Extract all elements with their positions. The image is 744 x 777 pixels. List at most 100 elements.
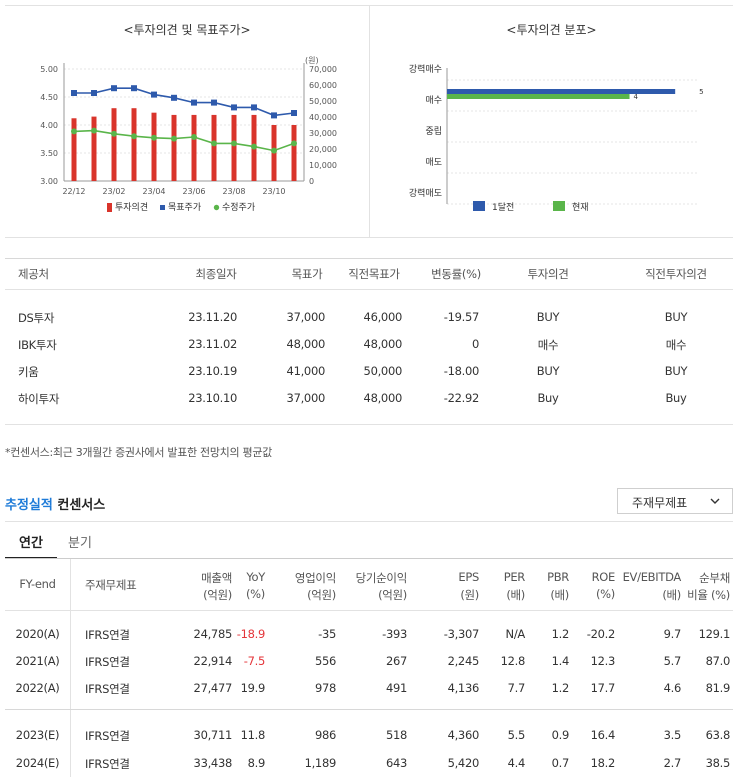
right-axis-unit: (원) [305, 56, 319, 65]
perf-table-cell: 1,189 [304, 756, 337, 770]
right-tick-label: 60,000 [309, 81, 337, 90]
perf-table-cell: IFRS연결 [85, 729, 130, 743]
opinion-table-cell: 37,000 [286, 391, 326, 405]
perf-table-cell: -3,307 [443, 627, 480, 641]
perf-table-cell: 0.7 [551, 756, 570, 770]
perf-table-cell: IFRS연결 [85, 655, 130, 669]
opinion-bar [151, 112, 157, 181]
opinion-table-cell: BUY [536, 310, 560, 324]
statement-dropdown[interactable]: 주재무제표 [617, 488, 733, 514]
distribution-chart-title: <투자의견 분포> [506, 23, 597, 37]
right-tick-label: 10,000 [309, 161, 337, 170]
opinion-table-cell: -19.57 [443, 310, 480, 324]
perf-table-header: 주재무제표 [85, 578, 137, 592]
perf-table-cell: 978 [314, 681, 336, 695]
opinion-bar [171, 114, 177, 181]
tab-quarterly[interactable]: 분기 [68, 536, 92, 551]
right-tick-label: 20,000 [309, 145, 337, 154]
opinion-bar [111, 108, 117, 181]
perf-table-cell: 5.7 [663, 654, 682, 668]
opinion-table-cell: 0 [471, 337, 479, 351]
opinion-bar [231, 114, 237, 181]
opinion-table-cell: 23.10.10 [188, 391, 237, 405]
perf-table-header: PBR [547, 570, 569, 584]
perf-table-cell: 556 [314, 654, 336, 668]
opinion-bar [291, 125, 297, 181]
opinion-table-cell: Buy [537, 391, 559, 405]
target-price-point [91, 90, 97, 96]
perf-table-cell: 8.9 [247, 756, 266, 770]
perf-table-cell: 81.9 [705, 681, 731, 695]
tab-annual[interactable]: 연간 [19, 536, 43, 551]
perf-table-header: FY-end [19, 577, 56, 591]
x-tick-label: 22/12 [62, 187, 85, 196]
adjusted-price-point [171, 135, 177, 142]
perf-table-cell: 5,420 [447, 756, 480, 770]
opinion-table-cell: 매수 [537, 338, 559, 352]
x-tick-label: 23/02 [102, 187, 125, 196]
left-tick-label: 3.00 [40, 177, 58, 186]
distribution-bar [447, 94, 630, 99]
perf-table-cell: 5.5 [507, 728, 526, 742]
category-label: 매수 [425, 95, 442, 106]
opinion-table-header: 제공처 [18, 267, 49, 281]
perf-table-cell: 518 [385, 728, 407, 742]
target-price-point [71, 90, 77, 96]
adjusted-price-point [231, 140, 237, 147]
distribution-bar [447, 89, 676, 94]
perf-table-cell: -20.2 [586, 627, 616, 641]
perf-table-cell: 2022(A) [15, 681, 60, 695]
legend-swatch [213, 204, 220, 211]
legend-label: 투자의견 [115, 201, 148, 213]
perf-table-cell: 2024(E) [15, 756, 60, 770]
perf-table-cell: 267 [385, 654, 407, 668]
perf-table-cell: 643 [385, 756, 407, 770]
perf-table-header-unit: (%) [245, 587, 265, 601]
section-title-rest: 컨센서스 [52, 498, 106, 513]
adjusted-price-point [191, 134, 197, 140]
perf-table-header: 순부채 [699, 571, 730, 585]
target-price-point [231, 104, 237, 111]
perf-table-header: 매출액 [201, 571, 232, 585]
opinion-table-header: 투자의견 [527, 267, 569, 281]
perf-table-header-unit: (배) [662, 588, 681, 602]
perf-table-cell: 87.0 [705, 654, 731, 668]
perf-table-cell: -35 [318, 627, 336, 641]
adjusted-price-point [251, 143, 257, 150]
perf-table-cell: -18.9 [236, 627, 266, 641]
perf-table-cell: IFRS연결 [85, 628, 130, 642]
perf-table-header: ROE [591, 570, 616, 584]
x-tick-label: 23/06 [182, 187, 205, 196]
opinion-table-cell: -22.92 [443, 391, 480, 405]
right-tick-label: 50,000 [309, 97, 337, 106]
perf-table-cell: 12.8 [500, 654, 526, 668]
perf-table-header: EPS [458, 570, 479, 584]
opinion-table-cell: 48,000 [363, 391, 403, 405]
perf-table-cell: 1.4 [551, 654, 570, 668]
perf-table-header-unit: (배) [550, 588, 569, 602]
opinion-table-cell: 하이투자 [18, 392, 60, 406]
adjusted-price-point [291, 140, 297, 147]
opinion-table-cell: BUY [664, 310, 688, 324]
perf-table-header: PER [503, 570, 526, 584]
perf-table-cell: 4,136 [447, 681, 480, 695]
bar-value-label: 5 [699, 88, 703, 96]
x-tick-label: 23/04 [142, 187, 165, 196]
perf-table-cell: 986 [314, 728, 336, 742]
opinion-table-cell: BUY [664, 364, 688, 378]
perf-table-cell: 38.5 [705, 756, 731, 770]
chevron-down-icon [710, 498, 720, 504]
right-tick-label: 30,000 [309, 129, 337, 138]
perf-table-cell: 11.8 [240, 728, 266, 742]
adjusted-price-point [271, 147, 277, 154]
target-price-point [191, 99, 197, 106]
adjusted-price-point [131, 133, 137, 140]
opinion-table-cell: 매수 [665, 338, 687, 352]
perf-table-cell: 3.5 [663, 728, 682, 742]
target-price-point [151, 91, 157, 98]
perf-table-cell: -7.5 [243, 654, 266, 668]
legend-swatch [473, 201, 485, 211]
perf-table-cell: 18.2 [590, 756, 616, 770]
adjusted-price-point [151, 134, 157, 141]
target-price-point [251, 104, 257, 111]
